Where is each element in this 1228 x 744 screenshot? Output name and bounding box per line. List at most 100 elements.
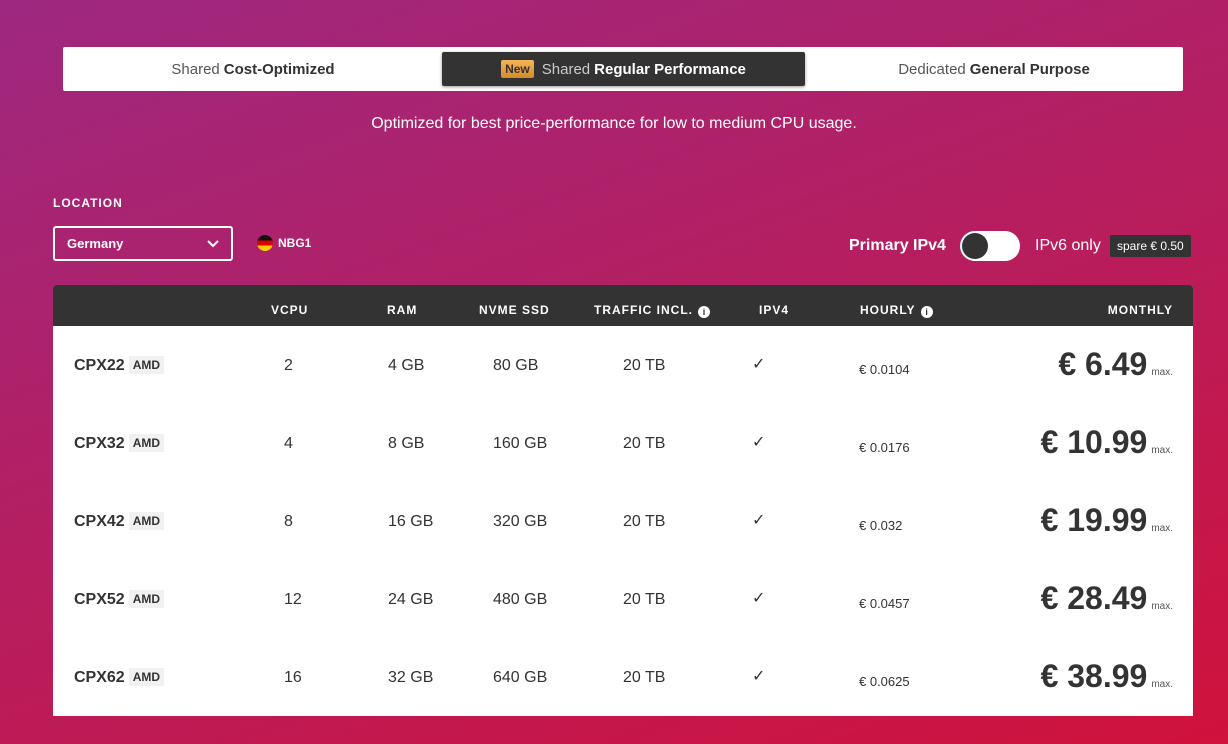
monthly-price: € 19.99 max. bbox=[1041, 502, 1173, 539]
max-label: max. bbox=[1151, 601, 1173, 612]
table-row[interactable]: CPX42 AMD 8 16 GB 320 GB 20 TB ✓ € 0.032 … bbox=[53, 482, 1193, 560]
ssd-value: 80 GB bbox=[493, 357, 539, 374]
info-icon[interactable]: i bbox=[698, 306, 710, 318]
tab-label: Regular Performance bbox=[594, 60, 746, 78]
header-ipv4: IPV4 bbox=[759, 303, 790, 317]
header-vcpu: VCPU bbox=[271, 303, 309, 317]
vcpu-value: 2 bbox=[284, 357, 293, 374]
ram-value: 8 GB bbox=[388, 435, 425, 452]
plan-name-text: CPX32 bbox=[74, 435, 125, 452]
ipv4-toggle[interactable] bbox=[960, 231, 1020, 261]
toggle-knob bbox=[962, 233, 988, 259]
tab-prefix: Dedicated bbox=[898, 60, 966, 78]
plan-name: CPX62 AMD bbox=[74, 668, 165, 687]
ssd-value: 640 GB bbox=[493, 669, 548, 686]
monthly-price-value: € 6.49 bbox=[1058, 346, 1148, 382]
location-value: Germany bbox=[67, 236, 124, 251]
traffic-value: 20 TB bbox=[623, 513, 666, 530]
datacenter-label: NBG1 bbox=[278, 236, 312, 250]
vcpu-value: 8 bbox=[284, 513, 293, 530]
vcpu-value: 12 bbox=[284, 591, 302, 608]
ram-value: 4 GB bbox=[388, 357, 425, 374]
max-label: max. bbox=[1151, 523, 1173, 534]
vcpu-value: 16 bbox=[284, 669, 302, 686]
chevron-down-icon bbox=[207, 239, 219, 247]
plan-name-text: CPX42 bbox=[74, 513, 125, 530]
cpu-badge: AMD bbox=[128, 668, 165, 686]
cpu-badge: AMD bbox=[128, 512, 165, 530]
info-icon[interactable]: i bbox=[920, 306, 933, 318]
vcpu-value: 4 bbox=[284, 435, 293, 452]
table-row[interactable]: CPX62 AMD 16 32 GB 640 GB 20 TB ✓ € 0.062… bbox=[53, 638, 1193, 716]
monthly-price: € 38.99 max. bbox=[1041, 658, 1173, 695]
plan-name-text: CPX22 bbox=[74, 357, 125, 374]
traffic-value: 20 TB bbox=[623, 435, 666, 452]
plan-name: CPX32 AMD bbox=[74, 434, 165, 453]
hourly-price: € 0.032 bbox=[859, 518, 903, 533]
tab-shared-regular-performance[interactable]: New Shared Regular Performance bbox=[442, 52, 805, 86]
plan-name-text: CPX62 bbox=[74, 669, 125, 686]
monthly-price-value: € 28.49 bbox=[1040, 580, 1148, 616]
germany-flag-icon bbox=[257, 235, 273, 251]
cpu-badge: AMD bbox=[128, 590, 165, 608]
header-ram: RAM bbox=[387, 303, 418, 317]
ram-value: 24 GB bbox=[388, 591, 434, 608]
header-monthly: MONTHLY bbox=[1107, 303, 1173, 317]
header-traffic-label: TRAFFIC INCL. bbox=[594, 303, 693, 317]
max-label: max. bbox=[1151, 679, 1173, 690]
monthly-price: € 28.49 max. bbox=[1041, 580, 1173, 617]
spare-badge: spare € 0.50 bbox=[1110, 235, 1191, 257]
ssd-value: 480 GB bbox=[493, 591, 548, 608]
header-hourly-label: HOURLY bbox=[860, 303, 916, 317]
table-header: VCPU RAM NVME SSD TRAFFIC INCL. i IPV4 HO… bbox=[53, 285, 1193, 326]
plan-name: CPX42 AMD bbox=[74, 512, 165, 531]
plan-name-text: CPX52 bbox=[74, 591, 125, 608]
table-row[interactable]: CPX32 AMD 4 8 GB 160 GB 20 TB ✓ € 0.0176 … bbox=[53, 404, 1193, 482]
tab-shared-cost-optimized[interactable]: Shared Cost-Optimized bbox=[63, 52, 443, 86]
ram-value: 32 GB bbox=[388, 669, 434, 686]
traffic-value: 20 TB bbox=[623, 669, 666, 686]
header-hourly: HOURLY i bbox=[860, 303, 933, 318]
tab-dedicated-general-purpose[interactable]: Dedicated General Purpose bbox=[805, 52, 1183, 86]
pricing-table: VCPU RAM NVME SSD TRAFFIC INCL. i IPV4 HO… bbox=[53, 285, 1193, 716]
location-label: LOCATION bbox=[53, 196, 123, 210]
header-ssd: NVME SSD bbox=[479, 303, 550, 317]
cpu-badge: AMD bbox=[128, 434, 165, 452]
max-label: max. bbox=[1151, 367, 1173, 378]
primary-ipv4-label: Primary IPv4 bbox=[849, 237, 946, 254]
plan-description: Optimized for best price-performance for… bbox=[371, 115, 857, 132]
check-icon: ✓ bbox=[752, 590, 766, 607]
cpu-badge: AMD bbox=[128, 356, 165, 374]
traffic-value: 20 TB bbox=[623, 357, 666, 374]
tab-prefix: Shared bbox=[541, 60, 591, 78]
max-label: max. bbox=[1151, 445, 1173, 456]
monthly-price: € 6.49 max. bbox=[1058, 346, 1173, 383]
table-row[interactable]: CPX22 AMD 2 4 GB 80 GB 20 TB ✓ € 0.0104 €… bbox=[53, 326, 1193, 404]
hourly-price: € 0.0457 bbox=[859, 596, 910, 611]
check-icon: ✓ bbox=[752, 434, 766, 451]
monthly-price: € 10.99 max. bbox=[1041, 424, 1173, 461]
tab-label: Cost-Optimized bbox=[223, 60, 335, 78]
check-icon: ✓ bbox=[752, 356, 766, 373]
plan-name: CPX22 AMD bbox=[74, 356, 165, 375]
hourly-price: € 0.0625 bbox=[859, 674, 910, 689]
tab-label: General Purpose bbox=[969, 60, 1090, 78]
ipv6-only-label: IPv6 only bbox=[1035, 237, 1101, 254]
check-icon: ✓ bbox=[752, 668, 766, 685]
tab-prefix: Shared bbox=[171, 60, 220, 78]
monthly-price-value: € 10.99 bbox=[1040, 424, 1148, 460]
ram-value: 16 GB bbox=[388, 513, 434, 530]
check-icon: ✓ bbox=[752, 512, 766, 529]
traffic-value: 20 TB bbox=[623, 591, 666, 608]
location-select[interactable]: Germany bbox=[53, 226, 233, 261]
table-row[interactable]: CPX52 AMD 12 24 GB 480 GB 20 TB ✓ € 0.045… bbox=[53, 560, 1193, 638]
hourly-price: € 0.0176 bbox=[859, 440, 910, 455]
monthly-price-value: € 38.99 bbox=[1040, 658, 1148, 694]
ssd-value: 320 GB bbox=[493, 513, 548, 530]
plan-name: CPX52 AMD bbox=[74, 590, 165, 609]
monthly-price-value: € 19.99 bbox=[1040, 502, 1148, 538]
hourly-price: € 0.0104 bbox=[859, 362, 910, 377]
plan-category-tabs: Shared Cost-Optimized New Shared Regular Pe… bbox=[63, 47, 1183, 91]
ssd-value: 160 GB bbox=[493, 435, 548, 452]
new-badge: New bbox=[501, 60, 534, 78]
